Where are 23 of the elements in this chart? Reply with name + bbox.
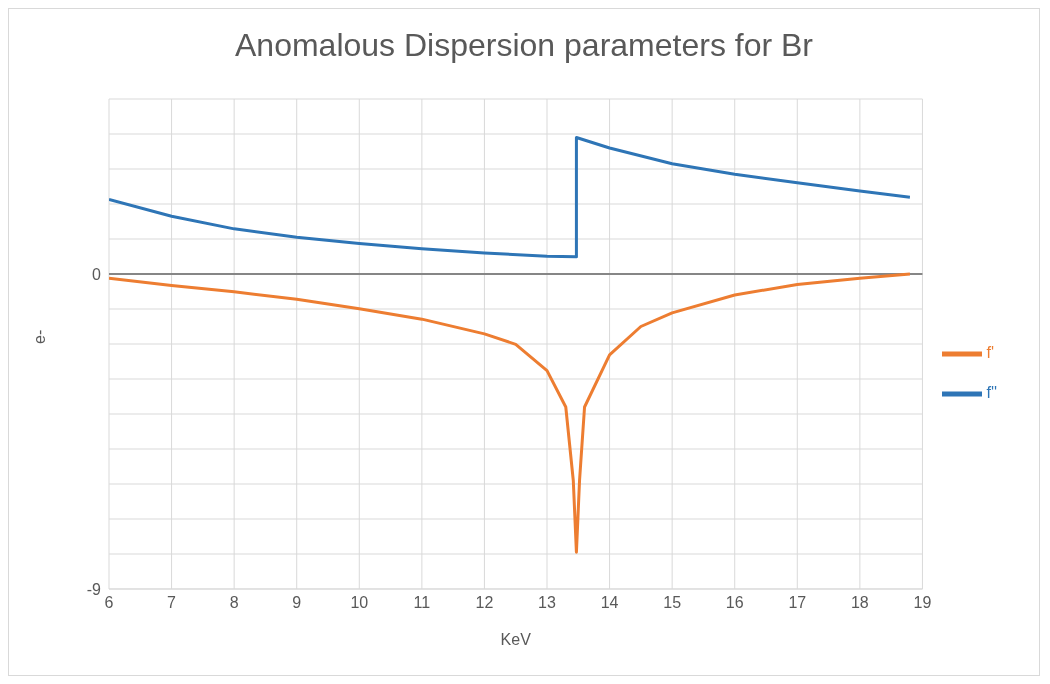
x-tick-label: 14 <box>600 594 619 612</box>
x-tick-label: 13 <box>538 594 556 612</box>
x-tick-label: 15 <box>663 594 682 612</box>
x-tick-label: 9 <box>292 594 302 612</box>
line-series <box>109 136 912 259</box>
x-tick-label: 6 <box>104 594 114 612</box>
legend-label: f' <box>986 344 994 362</box>
y-axis-title: e- <box>30 329 48 344</box>
x-tick-label: 17 <box>788 594 807 612</box>
x-axis-title: KeV <box>500 631 532 648</box>
x-tick-label: 12 <box>475 594 494 612</box>
x-tick-label: 19 <box>913 594 932 612</box>
legend-label: f'' <box>986 384 997 402</box>
x-tick-label: 7 <box>167 594 177 612</box>
x-tick-label: 11 <box>413 594 431 612</box>
x-tick-label: 10 <box>350 594 369 612</box>
y-tick-label: 0 <box>92 265 102 283</box>
x-tick-label: 8 <box>229 594 239 612</box>
x-tick-label: 18 <box>850 594 869 612</box>
line-series <box>109 272 912 554</box>
x-tick-label: 16 <box>725 594 744 612</box>
y-tick-label: -9 <box>86 580 102 598</box>
chart-title: Anomalous Dispersion parameters for Br <box>234 26 814 65</box>
